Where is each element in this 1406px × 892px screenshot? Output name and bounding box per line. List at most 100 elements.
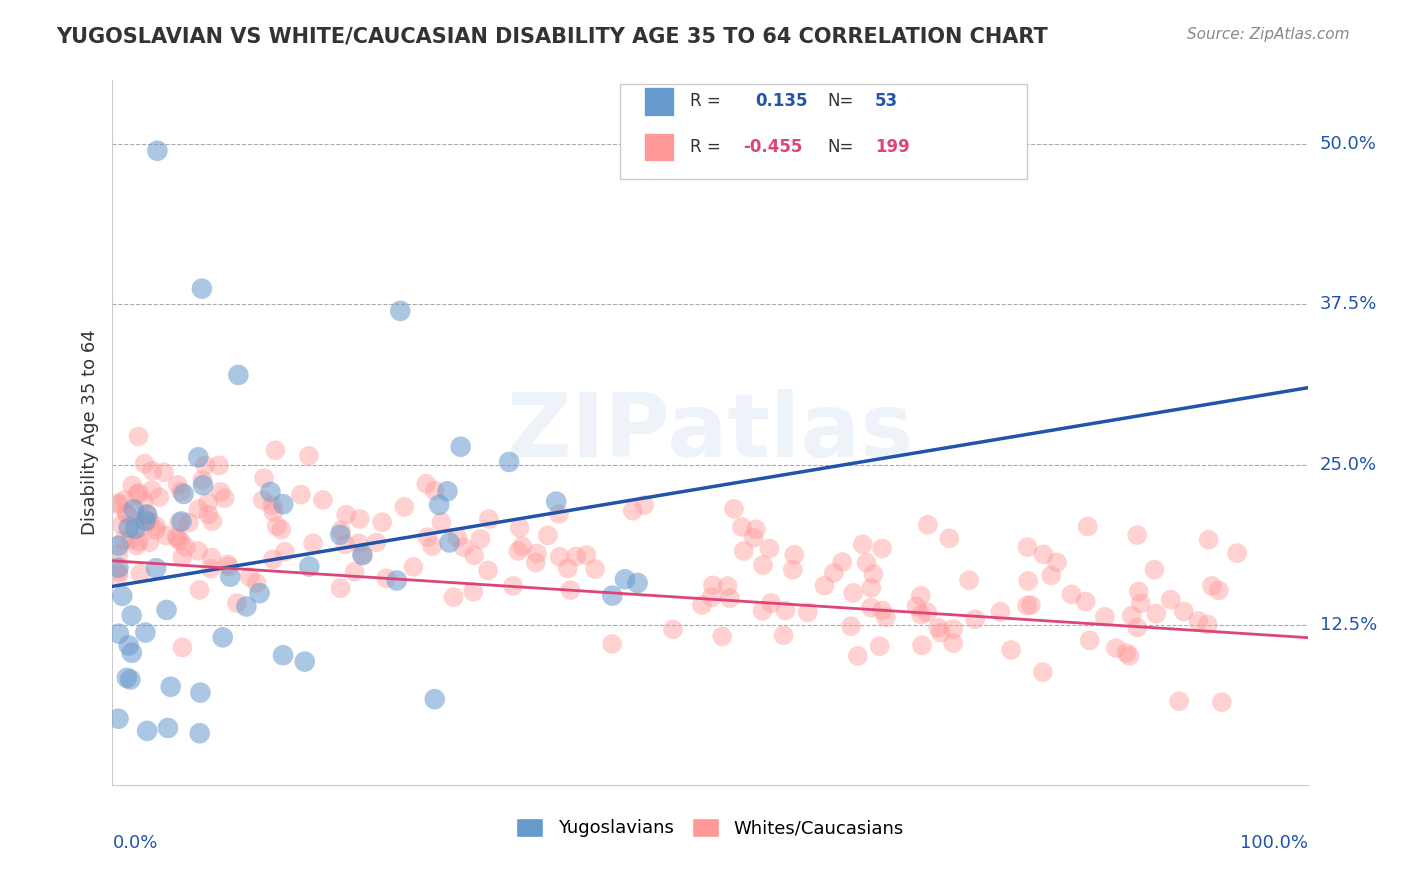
Whites/Caucasians bbox=[842, 586, 865, 600]
Whites/Caucasians bbox=[723, 501, 745, 516]
Yugoslavians bbox=[107, 560, 129, 574]
Whites/Caucasians bbox=[796, 605, 818, 619]
Whites/Caucasians bbox=[990, 605, 1012, 619]
Whites/Caucasians bbox=[526, 546, 548, 560]
Yugoslavians bbox=[211, 630, 233, 644]
Yugoslavians bbox=[124, 522, 146, 536]
Yugoslavians bbox=[170, 515, 193, 529]
Text: R =: R = bbox=[690, 138, 720, 156]
Whites/Caucasians bbox=[1046, 555, 1069, 569]
Whites/Caucasians bbox=[347, 536, 370, 550]
Yugoslavians bbox=[145, 561, 167, 575]
Whites/Caucasians bbox=[430, 515, 453, 529]
Whites/Caucasians bbox=[197, 508, 219, 522]
FancyBboxPatch shape bbox=[644, 87, 675, 116]
Whites/Caucasians bbox=[775, 603, 797, 617]
Text: R =: R = bbox=[690, 93, 720, 111]
Whites/Caucasians bbox=[209, 484, 232, 499]
Yugoslavians bbox=[121, 646, 143, 660]
Whites/Caucasians bbox=[751, 604, 773, 618]
Whites/Caucasians bbox=[1060, 587, 1083, 601]
Whites/Caucasians bbox=[129, 566, 152, 581]
Whites/Caucasians bbox=[117, 508, 139, 522]
Whites/Caucasians bbox=[166, 478, 188, 492]
Whites/Caucasians bbox=[759, 596, 782, 610]
Whites/Caucasians bbox=[262, 505, 284, 519]
Text: 100.0%: 100.0% bbox=[1240, 834, 1308, 852]
FancyBboxPatch shape bbox=[644, 133, 675, 161]
Whites/Caucasians bbox=[191, 473, 214, 487]
Whites/Caucasians bbox=[905, 599, 928, 614]
Whites/Caucasians bbox=[1017, 540, 1039, 554]
Yugoslavians bbox=[423, 692, 446, 706]
Yugoslavians bbox=[191, 282, 214, 296]
Yugoslavians bbox=[118, 521, 141, 535]
Text: -0.455: -0.455 bbox=[744, 138, 803, 156]
Yugoslavians bbox=[134, 625, 156, 640]
Whites/Caucasians bbox=[125, 539, 148, 553]
Whites/Caucasians bbox=[134, 457, 156, 471]
Whites/Caucasians bbox=[942, 636, 965, 650]
Whites/Caucasians bbox=[290, 487, 312, 501]
Whites/Caucasians bbox=[752, 558, 775, 572]
Whites/Caucasians bbox=[690, 598, 713, 612]
Whites/Caucasians bbox=[1129, 596, 1152, 610]
Whites/Caucasians bbox=[524, 556, 547, 570]
Whites/Caucasians bbox=[742, 531, 765, 545]
Yugoslavians bbox=[436, 484, 458, 499]
Whites/Caucasians bbox=[470, 532, 492, 546]
Whites/Caucasians bbox=[548, 507, 571, 521]
Yugoslavians bbox=[427, 498, 450, 512]
Whites/Caucasians bbox=[218, 559, 240, 574]
Whites/Caucasians bbox=[869, 639, 891, 653]
Whites/Caucasians bbox=[965, 612, 987, 626]
Whites/Caucasians bbox=[911, 638, 934, 652]
Whites/Caucasians bbox=[537, 528, 560, 542]
Whites/Caucasians bbox=[422, 539, 444, 553]
Whites/Caucasians bbox=[1078, 633, 1101, 648]
Whites/Caucasians bbox=[200, 562, 222, 576]
Whites/Caucasians bbox=[167, 515, 190, 529]
Yugoslavians bbox=[118, 639, 141, 653]
Yugoslavians bbox=[228, 368, 250, 382]
Whites/Caucasians bbox=[509, 521, 531, 535]
Whites/Caucasians bbox=[1198, 533, 1220, 547]
Yugoslavians bbox=[271, 648, 294, 663]
Yugoslavians bbox=[271, 497, 294, 511]
Whites/Caucasians bbox=[107, 565, 129, 579]
Whites/Caucasians bbox=[141, 464, 163, 478]
Text: 53: 53 bbox=[875, 93, 898, 111]
Whites/Caucasians bbox=[423, 483, 446, 498]
Whites/Caucasians bbox=[120, 533, 142, 547]
Whites/Caucasians bbox=[1032, 547, 1054, 561]
Yugoslavians bbox=[136, 723, 159, 738]
Yugoslavians bbox=[120, 673, 142, 687]
Text: 50.0%: 50.0% bbox=[1320, 136, 1376, 153]
Yugoslavians bbox=[259, 485, 281, 500]
Whites/Caucasians bbox=[166, 530, 188, 544]
Whites/Caucasians bbox=[846, 648, 869, 663]
Whites/Caucasians bbox=[302, 536, 325, 550]
Whites/Caucasians bbox=[711, 630, 734, 644]
Whites/Caucasians bbox=[125, 487, 148, 501]
Yugoslavians bbox=[219, 570, 242, 584]
Whites/Caucasians bbox=[870, 541, 893, 556]
Legend: Yugoslavians, Whites/Caucasians: Yugoslavians, Whites/Caucasians bbox=[508, 809, 912, 847]
Whites/Caucasians bbox=[197, 496, 219, 510]
Yugoslavians bbox=[159, 680, 181, 694]
Yugoslavians bbox=[155, 603, 177, 617]
Yugoslavians bbox=[602, 589, 624, 603]
Whites/Caucasians bbox=[600, 637, 623, 651]
Text: ZIPatlas: ZIPatlas bbox=[508, 389, 912, 476]
Whites/Caucasians bbox=[170, 484, 193, 499]
Whites/Caucasians bbox=[758, 541, 780, 556]
Whites/Caucasians bbox=[783, 548, 806, 562]
Whites/Caucasians bbox=[772, 628, 794, 642]
Yugoslavians bbox=[235, 599, 257, 614]
Whites/Caucasians bbox=[145, 519, 167, 533]
Whites/Caucasians bbox=[329, 524, 352, 538]
Whites/Caucasians bbox=[128, 486, 150, 500]
Whites/Caucasians bbox=[1126, 528, 1149, 542]
Whites/Caucasians bbox=[1160, 592, 1182, 607]
Yugoslavians bbox=[626, 576, 648, 591]
